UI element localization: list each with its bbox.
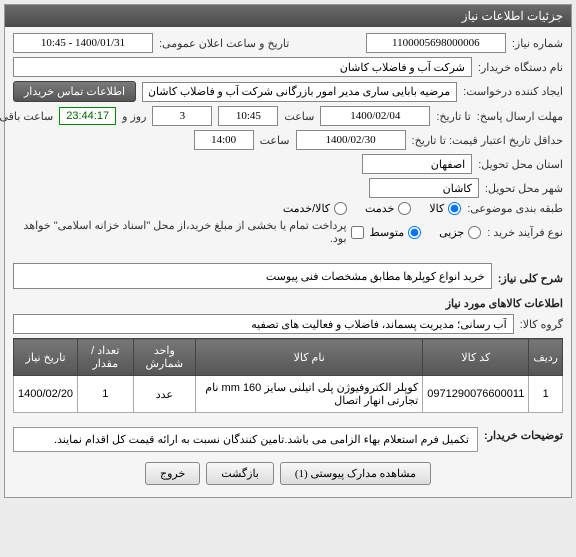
buyer-field[interactable] xyxy=(13,57,472,77)
radio-low[interactable]: جزیی xyxy=(439,226,481,239)
cell-code: 0971290076600011 xyxy=(423,376,529,413)
buyer-note-label: توضیحات خریدار: xyxy=(484,429,563,442)
province-label: استان محل تحویل: xyxy=(478,158,563,171)
day-label: روز و xyxy=(122,110,146,123)
desc-title-label: شرح کلی نیاز: xyxy=(498,272,563,285)
time-label-1: ساعت xyxy=(284,110,314,123)
cell-unit: عدد xyxy=(133,376,196,413)
goods-table: ردیف کد کالا نام کالا واحد شمارش تعداد /… xyxy=(13,338,563,413)
attachments-button[interactable]: مشاهده مدارک پیوستی (1) xyxy=(280,462,431,485)
buyer-label: نام دستگاه خریدار: xyxy=(478,61,563,74)
col-code: کد کالا xyxy=(423,339,529,376)
contact-button[interactable]: اطلاعات تماس خریدار xyxy=(13,81,136,102)
reply-deadline-label: مهلت ارسال پاسخ: xyxy=(477,110,563,123)
reply-time-field[interactable] xyxy=(218,106,278,126)
radio-mid[interactable]: متوسط xyxy=(370,226,422,239)
city-label: شهر محل تحویل: xyxy=(485,182,563,195)
treasury-checkbox-item[interactable]: پرداخت تمام یا بخشی از مبلغ خرید،از محل … xyxy=(13,219,364,245)
desc-title-field[interactable] xyxy=(13,263,492,289)
radio-low-input[interactable] xyxy=(468,226,481,239)
reply-date-field[interactable] xyxy=(320,106,430,126)
need-no-label: شماره نیاز: xyxy=(512,37,563,50)
price-date-field[interactable] xyxy=(296,130,406,150)
panel-content: شماره نیاز: تاریخ و ساعت اعلان عمومی: نا… xyxy=(5,27,571,497)
col-date: تاریخ نیاز xyxy=(14,339,78,376)
radio-goods-service-input[interactable] xyxy=(334,202,347,215)
treasury-checkbox[interactable] xyxy=(351,226,364,239)
buyer-note-box: تکمیل فرم استعلام بهاء الزامی می باشد.تا… xyxy=(13,427,478,452)
subject-group-label: طبقه بندی موضوعی: xyxy=(467,202,563,215)
need-no-field[interactable] xyxy=(366,33,506,53)
back-button[interactable]: بازگشت xyxy=(206,462,274,485)
cell-row: 1 xyxy=(529,376,563,413)
remain-time: 23:44:17 xyxy=(59,107,116,125)
creator-label: ایجاد کننده درخواست: xyxy=(463,85,563,98)
cell-name: کوپلر الکتروفیوژن پلی اتیلنی سایز 160 mm… xyxy=(196,376,423,413)
table-row: 1 0971290076600011 کوپلر الکتروفیوژن پلی… xyxy=(14,376,563,413)
radio-goods-input[interactable] xyxy=(448,202,461,215)
col-name: نام کالا xyxy=(196,339,423,376)
announce-label: تاریخ و ساعت اعلان عمومی: xyxy=(159,37,289,50)
buy-type-radios: جزیی متوسط xyxy=(370,226,482,239)
price-time-field[interactable] xyxy=(194,130,254,150)
pay-note: پرداخت تمام یا بخشی از مبلغ خرید،از محل … xyxy=(13,219,347,245)
radio-goods[interactable]: کالا xyxy=(429,202,461,215)
province-field[interactable] xyxy=(362,154,472,174)
to-date-label: تا تاریخ: xyxy=(436,110,470,123)
exit-button[interactable]: خروج xyxy=(145,462,200,485)
price-validity-label: حداقل تاریخ اعتبار قیمت: تا تاریخ: xyxy=(412,134,563,147)
radio-service-input[interactable] xyxy=(398,202,411,215)
time-label-2: ساعت xyxy=(260,134,290,147)
announce-field[interactable] xyxy=(13,33,153,53)
remain-label: ساعت باقی مانده xyxy=(0,110,53,123)
radio-mid-input[interactable] xyxy=(408,226,421,239)
goods-info-label: اطلاعات کالاهای مورد نیاز xyxy=(13,297,563,310)
group-label: گروه کالا: xyxy=(520,318,563,331)
city-field[interactable] xyxy=(369,178,479,198)
buy-type-label: نوع فرآیند خرید : xyxy=(487,226,563,239)
details-panel: جزئیات اطلاعات نیاز شماره نیاز: تاریخ و … xyxy=(4,4,572,498)
col-row: ردیف xyxy=(529,339,563,376)
col-unit: واحد شمارش xyxy=(133,339,196,376)
footer-buttons: مشاهده مدارک پیوستی (1) بازگشت خروج xyxy=(13,462,563,491)
panel-title: جزئیات اطلاعات نیاز xyxy=(5,5,571,27)
subject-group-radios: کالا خدمت کالا/خدمت xyxy=(283,202,461,215)
group-field[interactable] xyxy=(13,314,514,334)
radio-goods-service[interactable]: کالا/خدمت xyxy=(283,202,347,215)
creator-field[interactable] xyxy=(142,82,457,102)
col-qty: تعداد / مقدار xyxy=(78,339,133,376)
cell-date: 1400/02/20 xyxy=(14,376,78,413)
cell-qty: 1 xyxy=(78,376,133,413)
radio-service[interactable]: خدمت xyxy=(365,202,411,215)
days-left-field[interactable] xyxy=(152,106,212,126)
